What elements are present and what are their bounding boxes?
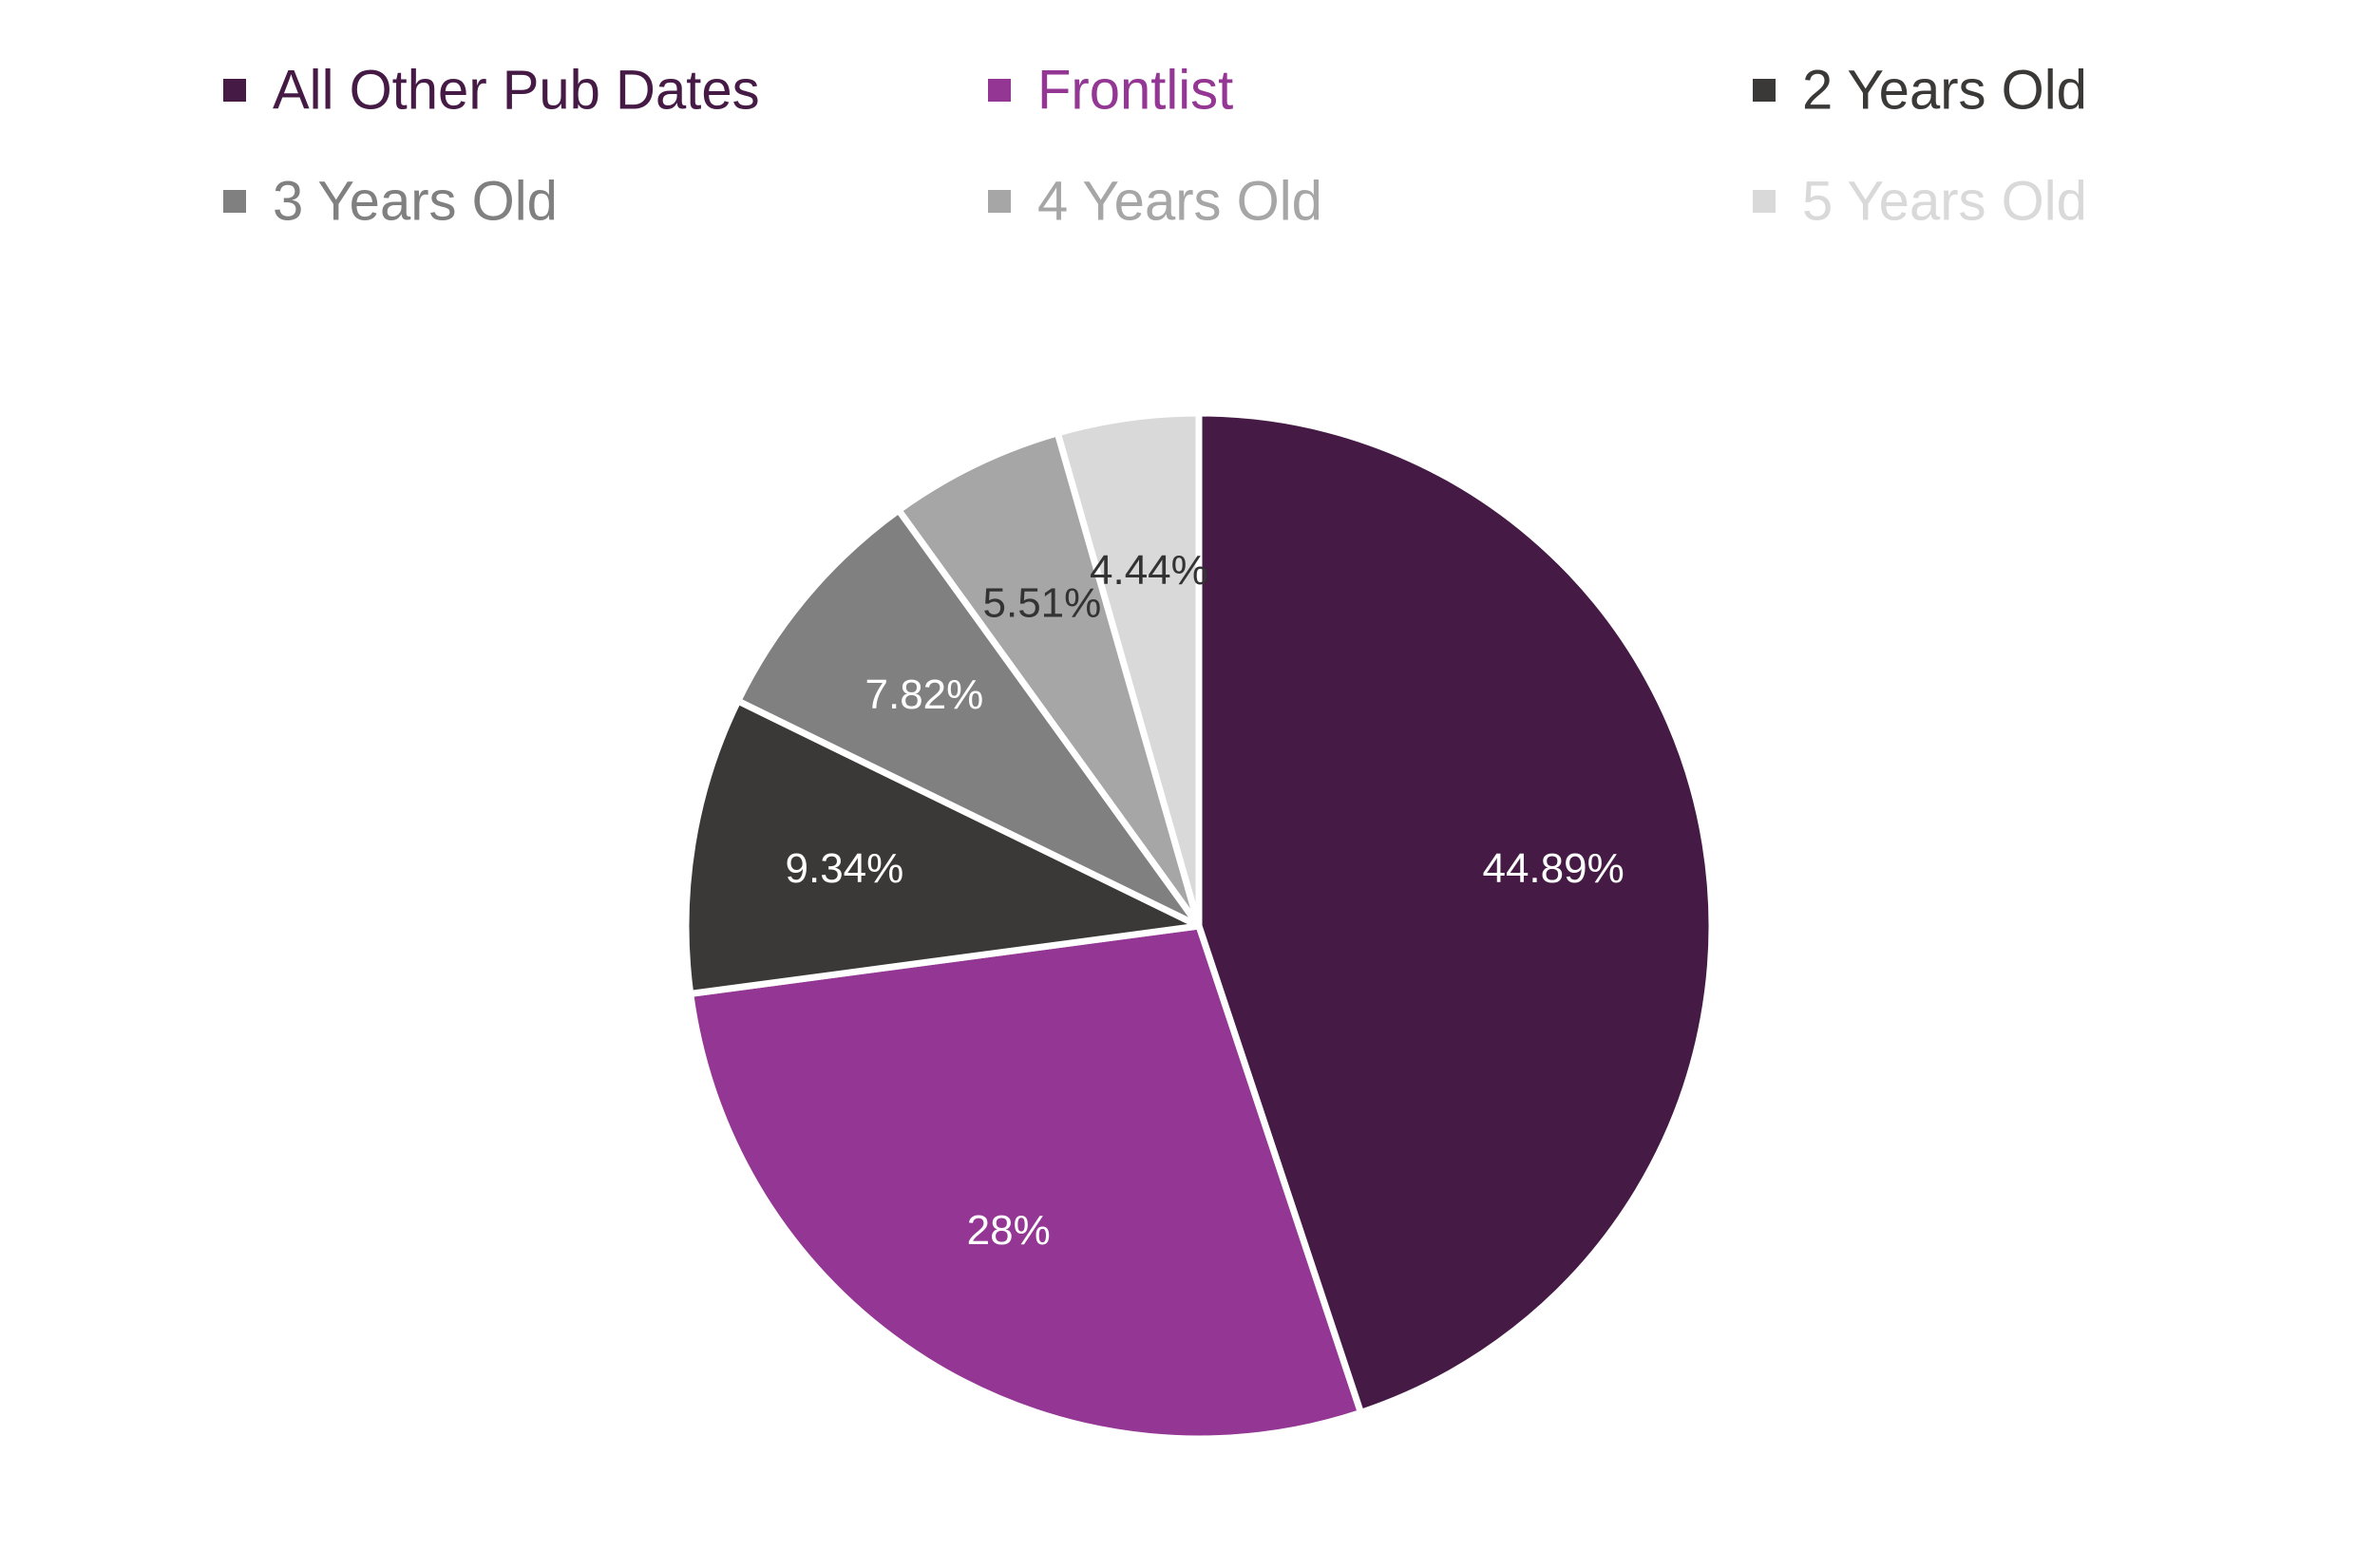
legend-item-4-years-old: 4 Years Old — [988, 171, 1322, 233]
legend-swatch — [223, 79, 246, 102]
legend-item-3-years-old: 3 Years Old — [223, 171, 558, 233]
legend-item-frontlist: Frontlist — [988, 60, 1233, 122]
pie-slice-2-years-old — [682, 697, 1203, 997]
legend-swatch — [223, 190, 246, 213]
legend-label: 5 Years Old — [1802, 171, 2087, 233]
data-labels: 44.89% 28% 9.34% 7.82% 5.51%4.44% — [786, 547, 1624, 1254]
data-label-all-other-pub-dates: 44.89% — [1482, 845, 1624, 892]
pie-slice-4-years-old — [895, 429, 1203, 930]
legend-label: Frontlist — [1037, 60, 1233, 122]
data-label-5-years-old: 4.44% — [1090, 547, 1208, 594]
legend-item-all-other-pub-dates: All Other Pub Dates — [223, 60, 760, 122]
legend-swatch — [1753, 190, 1776, 213]
legend-label: 3 Years Old — [273, 171, 558, 233]
data-label-3-years-old: 7.82% — [865, 671, 984, 718]
legend-item-2-years-old: 2 Years Old — [1753, 60, 2087, 122]
pie-slice-5-years-old — [1054, 409, 1203, 930]
pie-slice-3-years-old — [734, 506, 1203, 930]
legend-label: All Other Pub Dates — [273, 60, 760, 122]
legend-item-5-years-old: 5 Years Old — [1753, 171, 2087, 233]
legend-swatch — [988, 79, 1011, 102]
legend-label: 2 Years Old — [1802, 60, 2087, 122]
data-label-2-years-old: 9.34% — [786, 845, 904, 892]
pie-slice-frontlist — [687, 922, 1364, 1443]
legend-swatch — [988, 190, 1011, 213]
pie-slices — [682, 409, 1716, 1443]
data-label-4-years-old: 5.51% — [983, 580, 1102, 627]
data-label-frontlist: 28% — [967, 1207, 1051, 1254]
legend-label: 4 Years Old — [1037, 171, 1322, 233]
pie-slice-all-other-pub-dates — [1195, 409, 1716, 1416]
legend: All Other Pub Dates Frontlist 2 Years Old 3… — [223, 60, 2087, 233]
legend-swatch — [1753, 79, 1776, 102]
